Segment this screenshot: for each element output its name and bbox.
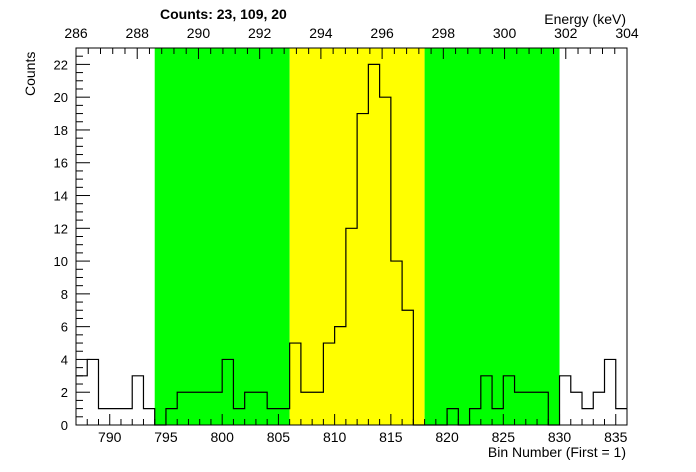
y-tick-label: 14 [54,189,68,204]
top-tick-label: 304 [615,25,639,41]
x-tick-label: 810 [323,429,347,445]
region-highlights [154,48,560,425]
top-tick-label: 292 [248,25,272,41]
y-tick-label: 12 [54,221,68,236]
top-tick-label: 302 [554,25,578,41]
y-tick-label: 10 [54,254,68,269]
x-tick-label: 800 [211,429,235,445]
y-tick-label: 4 [61,352,68,367]
y-tick-label: 18 [54,123,68,138]
x-tick-label: 820 [435,429,459,445]
top-tick-label: 286 [64,25,88,41]
region-band-1 [289,48,425,425]
axis-ticks [75,47,628,426]
y-tick-label: 2 [61,385,68,400]
x-tick-label: 830 [548,429,572,445]
tick-labels: 790 795 800 805 810 815 820 825 830 8350246810121… [54,25,639,445]
chart-title: Counts: 23, 109, 20 [160,6,287,22]
x-tick-label: 835 [604,429,628,445]
y-tick-label: 0 [61,418,68,433]
y-tick-label: 6 [61,320,68,335]
top-tick-label: 298 [432,25,456,41]
top-tick-label: 300 [493,25,517,41]
y-tick-label: 22 [54,57,68,72]
x-tick-label: 825 [492,429,516,445]
histogram-line [76,63,627,426]
x-axis-title: Bin Number (First = 1) [488,444,626,460]
top-tick-label: 288 [126,25,150,41]
top-axis-title: Energy (keV) [544,11,626,27]
top-tick-label: 296 [370,25,394,41]
x-tick-label: 790 [98,429,122,445]
histogram-series [76,63,627,426]
y-tick-label: 20 [54,90,68,105]
region-band-2 [424,48,560,425]
y-tick-label: 8 [61,287,68,302]
y-tick-label: 16 [54,156,68,171]
x-tick-label: 815 [379,429,403,445]
top-tick-label: 294 [309,25,333,41]
x-tick-label: 805 [267,429,291,445]
top-tick-label: 290 [187,25,211,41]
y-axis-title: Counts [22,52,38,96]
x-tick-label: 795 [154,429,178,445]
